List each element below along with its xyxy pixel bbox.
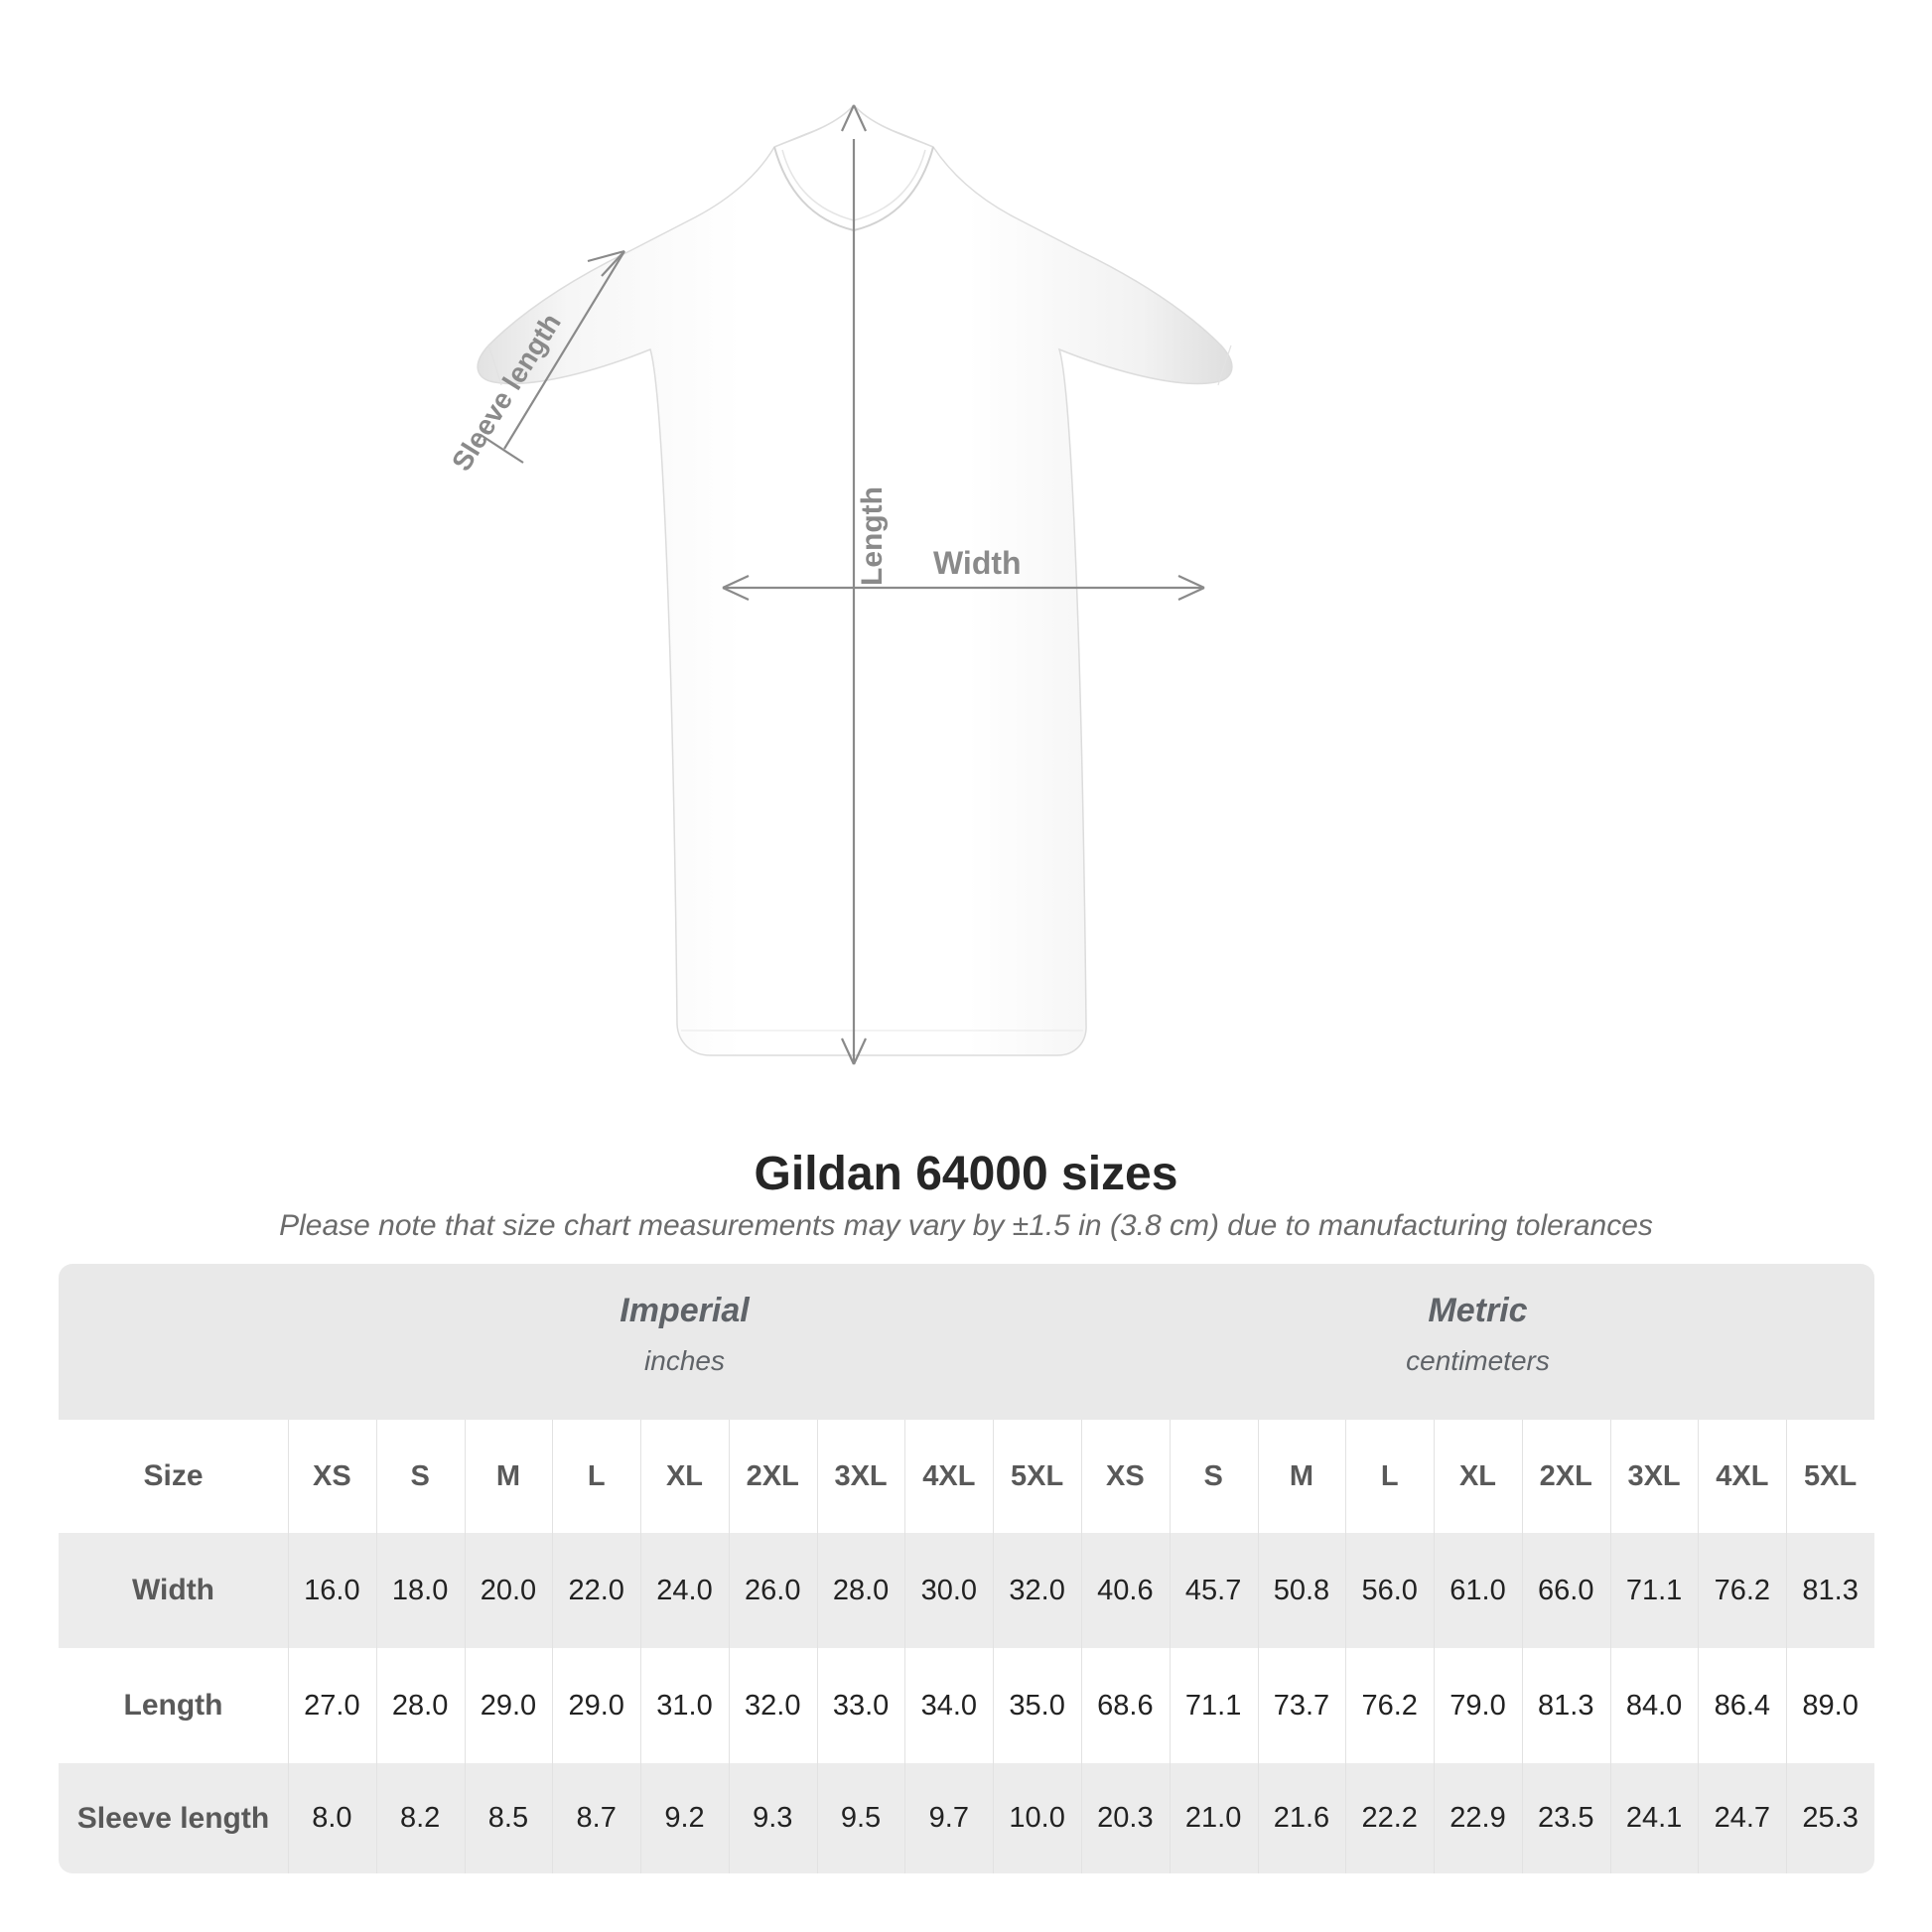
svg-text:Length: Length xyxy=(856,486,889,586)
svg-text:Width: Width xyxy=(933,545,1022,581)
